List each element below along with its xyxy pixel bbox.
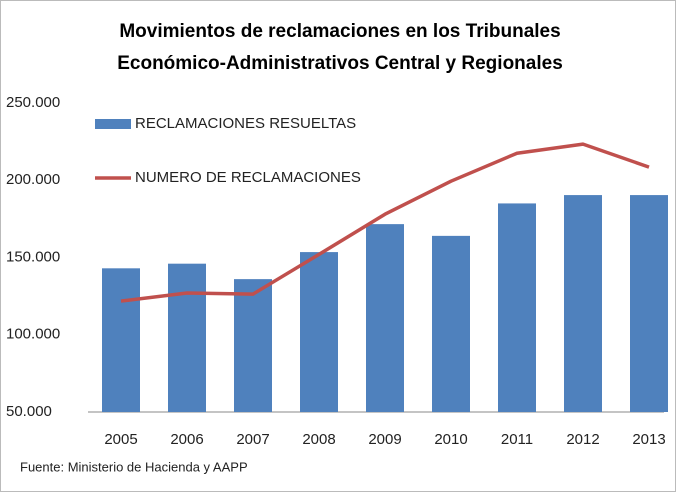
bar bbox=[102, 268, 140, 412]
chart-title: Movimientos de reclamaciones en los Trib… bbox=[119, 21, 560, 42]
x-tick-label: 2008 bbox=[302, 431, 335, 448]
y-tick-label: 150.000 bbox=[6, 248, 60, 265]
bar bbox=[432, 235, 470, 412]
bar bbox=[300, 252, 338, 412]
bar bbox=[234, 279, 272, 412]
x-tick-label: 2006 bbox=[170, 431, 203, 448]
line-series bbox=[120, 142, 650, 303]
x-tick-label: 2012 bbox=[566, 431, 599, 448]
legend-label: RECLAMACIONES RESUELTAS bbox=[135, 115, 356, 132]
y-tick-label: 200.000 bbox=[6, 171, 60, 188]
bar bbox=[564, 195, 602, 412]
source-note: Fuente: Ministerio de Hacienda y AAPP bbox=[20, 459, 248, 474]
legend-label: NUMERO DE RECLAMACIONES bbox=[135, 169, 361, 186]
bar bbox=[168, 263, 206, 412]
x-tick-label: 2011 bbox=[501, 431, 533, 448]
y-tick-label: 250.000 bbox=[6, 94, 60, 111]
x-tick-label: 2010 bbox=[434, 431, 467, 448]
y-tick-label: 100.000 bbox=[6, 326, 60, 343]
x-tick-label: 2009 bbox=[368, 431, 401, 448]
x-tick-label: 2007 bbox=[236, 431, 269, 448]
x-tick-label: 2005 bbox=[104, 431, 137, 448]
bar bbox=[630, 195, 668, 412]
bar bbox=[498, 203, 536, 412]
x-tick-label: 2013 bbox=[632, 431, 665, 448]
legend-swatch bbox=[95, 119, 131, 129]
y-tick-label: 50.000 bbox=[6, 403, 52, 420]
bar bbox=[366, 224, 404, 412]
chart-title: Económico-Administrativos Central y Regi… bbox=[117, 53, 563, 74]
